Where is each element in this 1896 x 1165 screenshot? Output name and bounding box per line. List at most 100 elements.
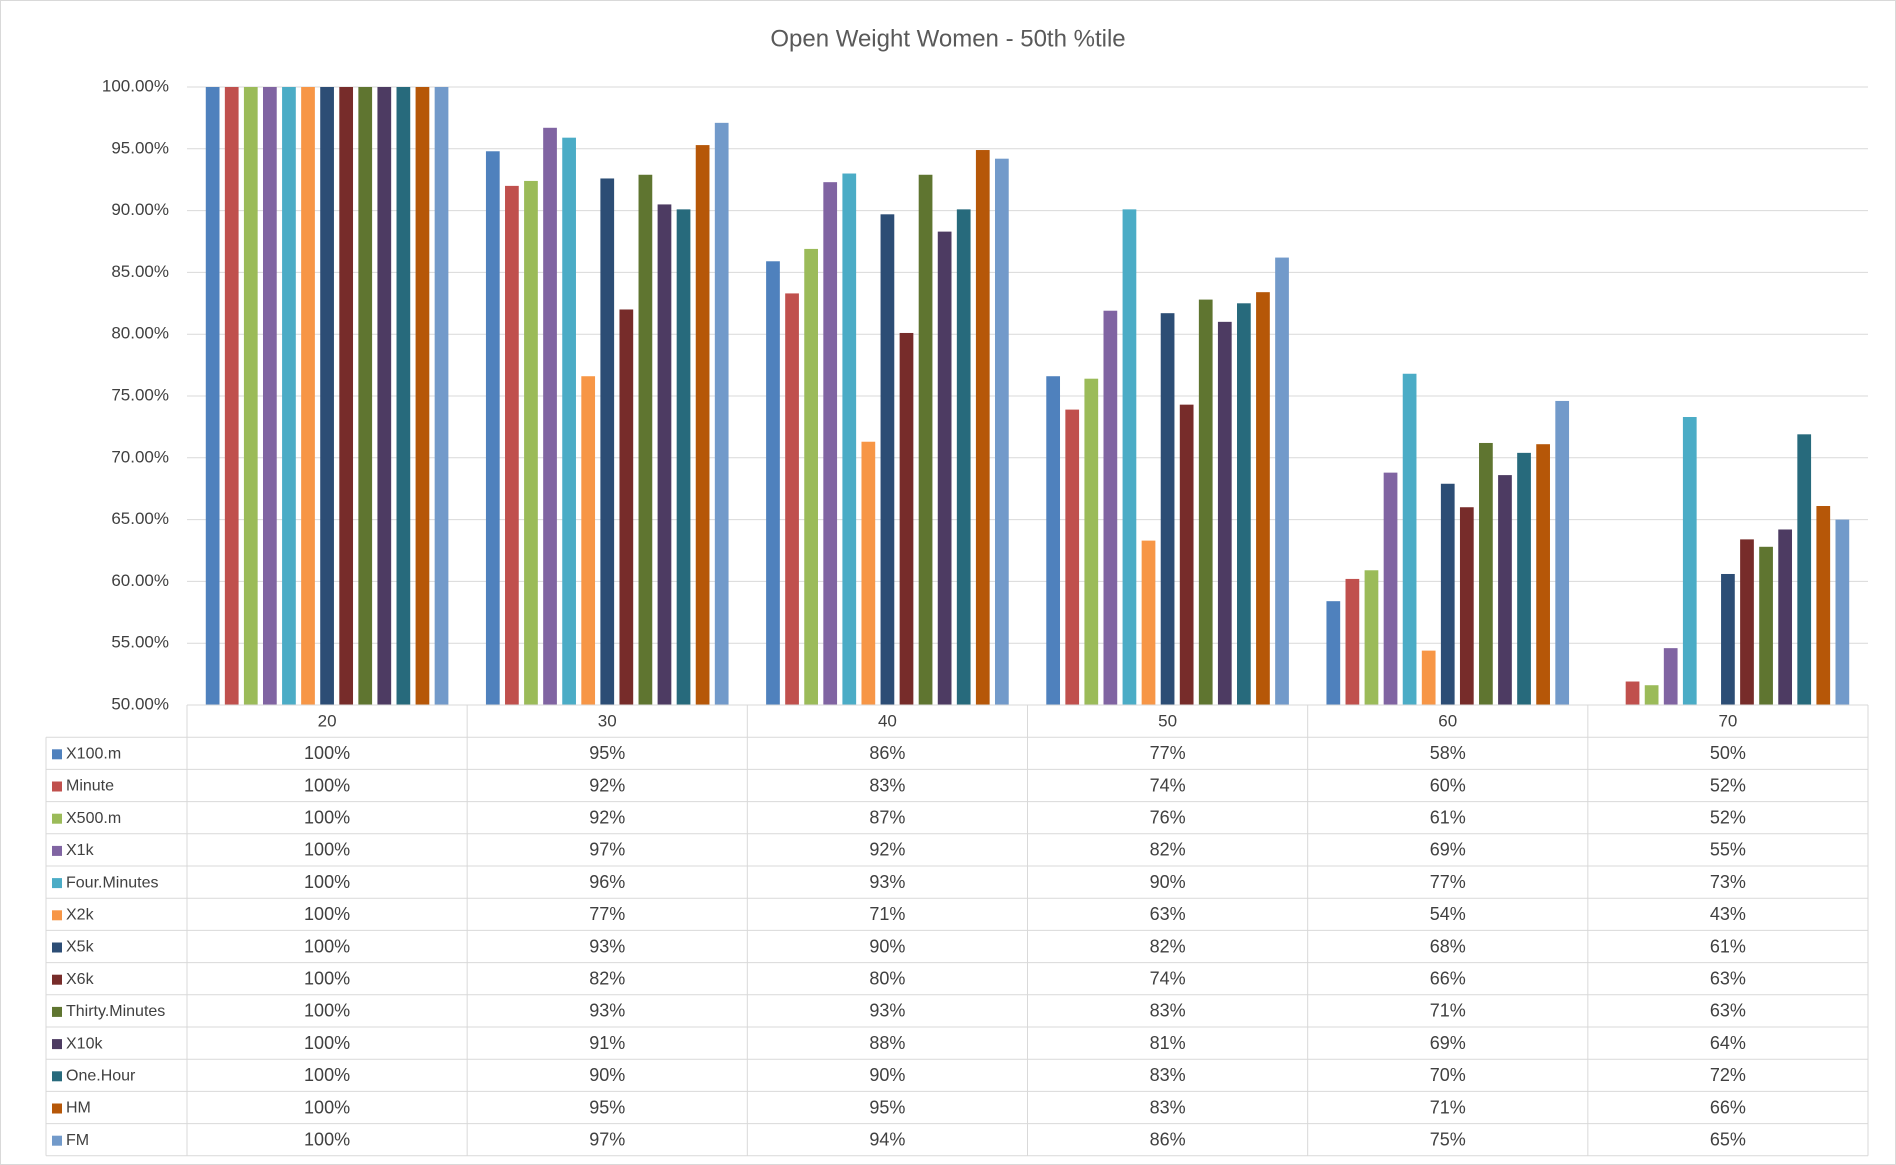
bar <box>377 87 392 705</box>
table-cell: 77% <box>589 904 625 924</box>
legend-swatch <box>52 845 62 856</box>
bar <box>695 145 710 706</box>
bar <box>1816 506 1831 705</box>
table-cell: 92% <box>589 807 625 827</box>
table-cell: 63% <box>1710 968 1746 988</box>
table-cell: 100% <box>304 1065 350 1085</box>
table-cell: 52% <box>1710 807 1746 827</box>
table-cell: 58% <box>1430 743 1466 763</box>
bar <box>543 127 557 705</box>
bar <box>581 376 596 705</box>
table-cell: 60% <box>1430 775 1466 795</box>
bar <box>823 182 838 705</box>
table-cell: 83% <box>1150 1065 1186 1085</box>
table-cell: 93% <box>589 936 625 956</box>
table-cell: 82% <box>1150 936 1186 956</box>
table-cell: 63% <box>1150 904 1186 924</box>
table-cell: 100% <box>304 1129 350 1149</box>
table-cell: 83% <box>1150 1097 1186 1117</box>
table-cell: 86% <box>1150 1129 1186 1149</box>
legend-label: X500.m <box>66 810 121 827</box>
bar <box>358 87 373 705</box>
bar <box>1065 409 1080 705</box>
bar <box>676 209 691 705</box>
table-cell: 96% <box>589 872 625 892</box>
bar <box>899 332 914 705</box>
legend-swatch <box>52 1006 62 1017</box>
legend-label: X2k <box>66 907 95 924</box>
table-cell: 100% <box>304 1097 350 1117</box>
bar <box>1198 299 1213 705</box>
bar <box>861 441 876 705</box>
bar <box>243 87 258 705</box>
bar <box>434 87 449 705</box>
bar <box>224 87 239 705</box>
table-cell: 55% <box>1710 840 1746 860</box>
bar <box>205 87 220 705</box>
table-cell: 90% <box>869 936 905 956</box>
table-cell: 69% <box>1430 1033 1466 1053</box>
bar <box>1759 546 1773 705</box>
bar <box>1625 681 1640 705</box>
bar <box>714 122 729 706</box>
bar <box>1440 483 1455 705</box>
bar <box>638 174 653 706</box>
bar <box>1402 373 1417 705</box>
table-cell: 100% <box>304 968 350 988</box>
bar <box>1084 378 1099 705</box>
legend-label: X5k <box>66 939 95 956</box>
bar <box>657 204 672 706</box>
table-cell: 93% <box>869 1001 905 1021</box>
y-tick-label: 50.00% <box>111 694 169 713</box>
table-cell: 64% <box>1710 1033 1746 1053</box>
table-cell: 100% <box>304 743 350 763</box>
table-cell: 83% <box>1150 1001 1186 1021</box>
bar <box>282 87 296 705</box>
table-cell: 95% <box>869 1097 905 1117</box>
bar <box>842 173 857 705</box>
legend-label: X100.m <box>66 746 121 763</box>
table-cell: 95% <box>589 743 625 763</box>
table-cell: 100% <box>304 840 350 860</box>
bar <box>937 231 952 705</box>
bar <box>485 151 500 706</box>
y-tick-label: 55.00% <box>111 633 169 652</box>
table-cell: 97% <box>589 1129 625 1149</box>
bar <box>1517 452 1531 705</box>
table-cell: 94% <box>869 1129 905 1149</box>
legend-swatch <box>52 749 62 760</box>
table-cell: 43% <box>1710 904 1746 924</box>
bar <box>1141 540 1156 705</box>
bar <box>1835 519 1850 705</box>
table-cell: 61% <box>1710 936 1746 956</box>
bar <box>994 158 1009 706</box>
legend-label: One.Hour <box>66 1068 136 1085</box>
bar <box>1383 472 1398 705</box>
legend-swatch <box>52 878 62 889</box>
table-cell: 90% <box>589 1065 625 1085</box>
table-cell: 71% <box>1430 1001 1466 1021</box>
bar <box>1721 573 1735 705</box>
bar <box>1797 434 1812 705</box>
bar <box>1160 313 1175 705</box>
y-tick-label: 65.00% <box>111 509 169 528</box>
table-cell: 93% <box>869 872 905 892</box>
legend-label: Thirty.Minutes <box>66 1003 165 1020</box>
table-cell: 82% <box>1150 840 1186 860</box>
table-cell: 54% <box>1430 904 1466 924</box>
table-cell: 86% <box>869 743 905 763</box>
chart-title: Open Weight Women - 50th %tile <box>770 25 1125 52</box>
bar <box>1682 417 1697 705</box>
table-cell: 80% <box>869 968 905 988</box>
bar <box>1459 507 1474 705</box>
table-cell: 100% <box>304 904 350 924</box>
table-cell: 66% <box>1430 968 1466 988</box>
bar <box>262 87 277 705</box>
y-tick-label: 95.00% <box>111 138 169 157</box>
table-cell: 100% <box>304 936 350 956</box>
bar <box>1275 257 1289 705</box>
bar <box>975 150 990 705</box>
table-cell: 100% <box>304 807 350 827</box>
bar <box>1179 404 1194 705</box>
